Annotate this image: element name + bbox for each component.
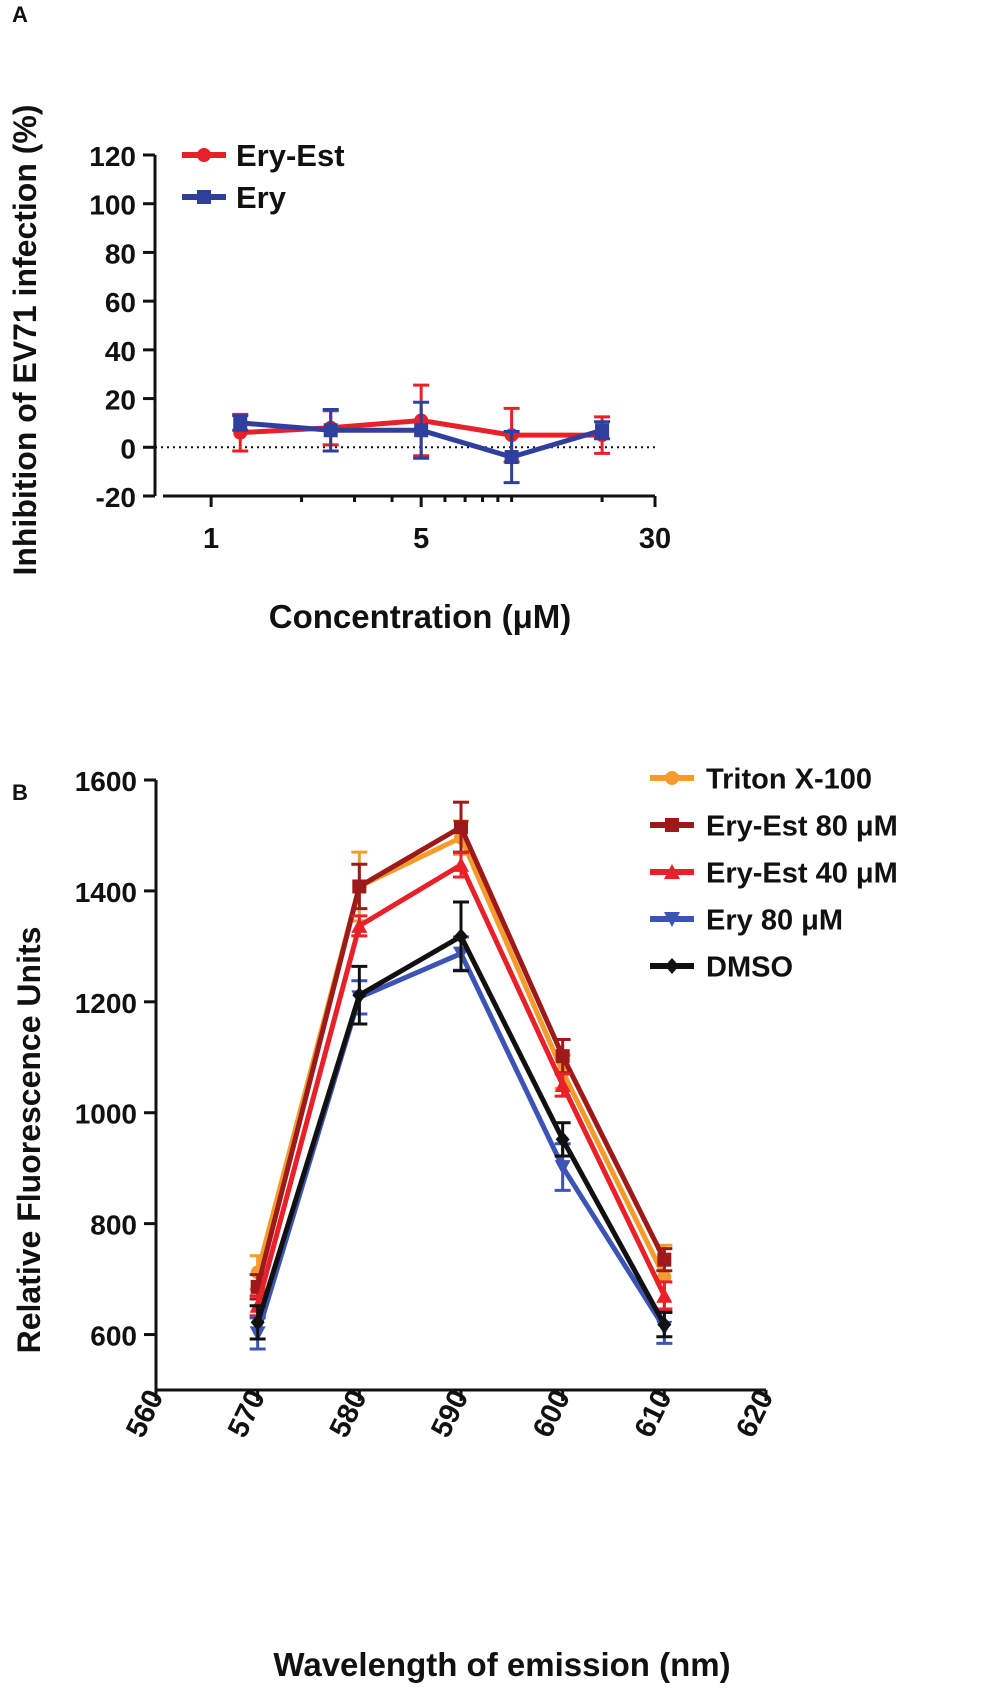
data-point bbox=[554, 1077, 571, 1092]
legend-marker bbox=[664, 864, 680, 879]
legend-item: Ery-Est 40 μM bbox=[650, 857, 898, 889]
panel-a-ticks: -20 0 20 40 60 80 100 120 1 5 30 bbox=[89, 141, 671, 555]
data-point bbox=[352, 879, 367, 894]
legend-item: DMSO bbox=[650, 951, 793, 983]
series-line bbox=[255, 951, 667, 1335]
legend-marker bbox=[197, 148, 211, 162]
panel-a-ylabel: Inhibition of EV71 infection (%) bbox=[7, 104, 43, 575]
legend-marker bbox=[665, 771, 679, 785]
data-point bbox=[554, 1160, 571, 1176]
x-tick-label: 560 bbox=[120, 1385, 170, 1443]
panel-b-legend: Triton X-100 Ery-Est 80 μM Ery-Est 40 μM Er… bbox=[650, 763, 898, 983]
y-tick-label: 1600 bbox=[75, 766, 137, 797]
panel-b-label: B bbox=[12, 780, 28, 805]
legend-marker bbox=[197, 190, 211, 204]
legend-label: DMSO bbox=[706, 951, 793, 983]
data-point bbox=[555, 1131, 570, 1148]
y-tick-label: -20 bbox=[96, 482, 136, 513]
legend-marker bbox=[665, 958, 679, 974]
data-point bbox=[414, 423, 429, 438]
data-point bbox=[453, 856, 469, 872]
legend-marker bbox=[665, 818, 679, 832]
panel-b-ticks: 600 800 1000 1200 1400 1600 560 570 580 590 600 610… bbox=[75, 766, 781, 1443]
data-point bbox=[657, 1316, 672, 1333]
data-point bbox=[657, 1252, 672, 1267]
y-tick-label: 600 bbox=[90, 1321, 137, 1352]
legend-item: Ery 80 μM bbox=[650, 904, 843, 936]
y-tick-label: 20 bbox=[105, 385, 136, 416]
legend-label: Ery-Est 40 μM bbox=[706, 857, 898, 889]
x-tick-label: 5 bbox=[413, 523, 429, 555]
panel-a: A Inhibition of EV71 infection (%) Conce… bbox=[7, 2, 671, 635]
y-tick-label: 120 bbox=[89, 141, 136, 172]
data-point bbox=[454, 928, 468, 945]
y-tick-label: 0 bbox=[120, 433, 136, 464]
data-point bbox=[351, 917, 368, 933]
data-point bbox=[250, 1314, 265, 1331]
legend-item: Ery-Est 80 μM bbox=[650, 810, 898, 842]
y-tick-label: 800 bbox=[90, 1210, 137, 1241]
data-point bbox=[595, 423, 610, 438]
data-point bbox=[656, 1287, 673, 1303]
series-ery bbox=[232, 400, 611, 485]
y-tick-label: 100 bbox=[89, 190, 136, 221]
legend-label: Ery-Est bbox=[236, 138, 345, 173]
x-tick-label: 610 bbox=[629, 1385, 679, 1443]
data-point bbox=[233, 415, 248, 430]
series-line bbox=[255, 933, 667, 1326]
legend-label: Ery-Est 80 μM bbox=[706, 810, 898, 842]
data-point bbox=[555, 1049, 570, 1064]
legend-label: Triton X-100 bbox=[706, 763, 872, 795]
panel-b-plot-area bbox=[249, 800, 673, 1351]
y-tick-label: 40 bbox=[105, 336, 136, 367]
panel-a-label: A bbox=[12, 2, 28, 27]
x-tick-label: 570 bbox=[222, 1385, 272, 1443]
legend-item: Ery-Est bbox=[182, 138, 345, 173]
y-tick-label: 80 bbox=[105, 238, 136, 269]
data-point bbox=[504, 450, 519, 465]
y-tick-label: 1000 bbox=[75, 1099, 137, 1130]
panel-a-plot-area bbox=[155, 383, 655, 485]
panel-b-ylabel: Relative Fluorescence Units bbox=[11, 927, 47, 1354]
panel-b: B Relative Fluorescence Units Wavelength… bbox=[11, 763, 898, 1683]
panel-a-legend: Ery-Est Ery bbox=[182, 138, 345, 215]
series-dmso bbox=[249, 900, 673, 1341]
legend-item: Ery bbox=[182, 180, 287, 215]
data-point bbox=[454, 820, 468, 835]
panel-b-xlabel: Wavelength of emission (nm) bbox=[273, 1646, 730, 1683]
x-tick-label: 580 bbox=[324, 1385, 374, 1443]
x-tick-label: 590 bbox=[425, 1385, 475, 1443]
legend-marker bbox=[664, 912, 680, 927]
x-tick-label: 620 bbox=[730, 1385, 780, 1443]
data-point bbox=[352, 987, 367, 1004]
x-tick-label: 30 bbox=[639, 523, 671, 555]
panel-a-xlabel: Concentration (μM) bbox=[269, 598, 572, 635]
series-ery-est-40-m bbox=[249, 851, 673, 1318]
x-tick-label: 600 bbox=[527, 1385, 577, 1443]
legend-label: Ery 80 μM bbox=[706, 904, 843, 936]
y-tick-label: 1200 bbox=[75, 988, 137, 1019]
legend-item: Triton X-100 bbox=[650, 763, 872, 795]
y-tick-label: 1400 bbox=[75, 877, 137, 908]
legend-label: Ery bbox=[236, 180, 287, 215]
y-tick-label: 60 bbox=[105, 287, 136, 318]
x-tick-label: 1 bbox=[203, 523, 219, 555]
data-point bbox=[323, 423, 338, 438]
